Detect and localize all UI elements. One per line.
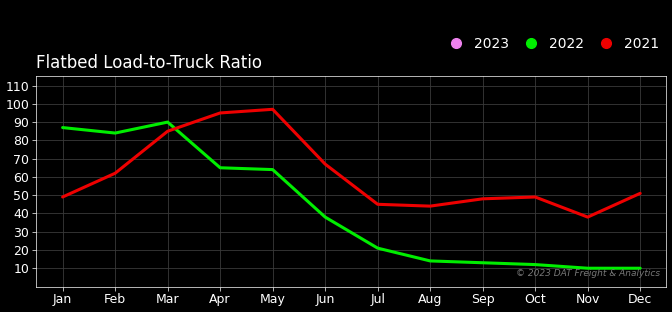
Legend: 2023, 2022, 2021: 2023, 2022, 2021 xyxy=(442,37,659,51)
Text: Flatbed Load-to-Truck Ratio: Flatbed Load-to-Truck Ratio xyxy=(36,54,262,72)
Text: © 2023 DAT Freight & Analytics: © 2023 DAT Freight & Analytics xyxy=(516,269,660,278)
